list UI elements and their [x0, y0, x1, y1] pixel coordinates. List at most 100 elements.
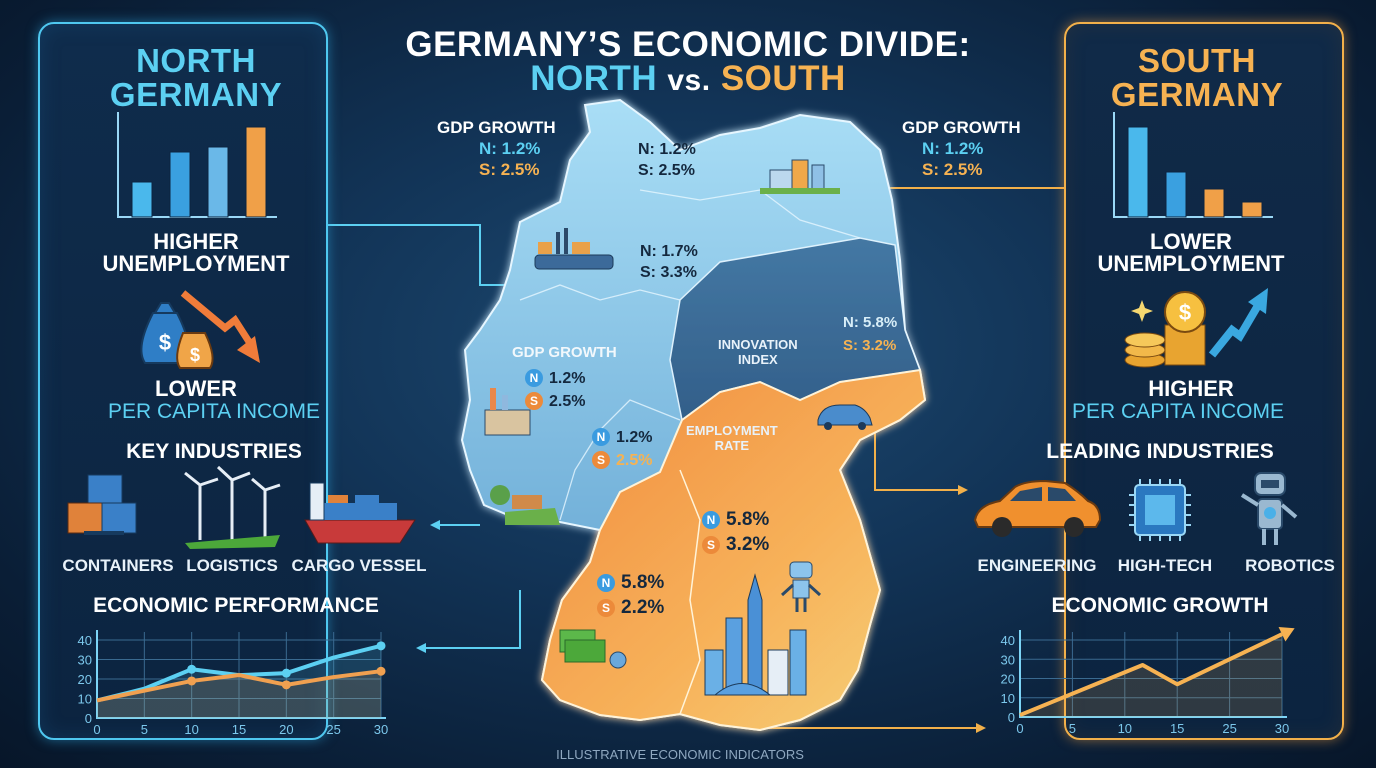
south-badge: S — [702, 536, 720, 554]
y-tick-label: 0 — [85, 711, 92, 726]
map-north-mid-values: N: 1.7% S: 3.3% — [640, 241, 698, 283]
subtitle-south: SOUTH — [720, 59, 846, 98]
north-chart-title: ECONOMIC PERFORMANCE — [93, 594, 379, 617]
west-mid-n: 1.2% — [616, 429, 653, 446]
map-gdp-west-title: GDP GROWTH — [512, 344, 617, 361]
connector-north-bottom — [420, 590, 521, 649]
map-north-coast-values: N: 1.2% S: 2.5% — [638, 139, 696, 181]
arrow-head — [1278, 627, 1295, 642]
north-income-line2: PER CAPITA INCOME — [108, 400, 320, 423]
south-unemployment-line2: UNEMPLOYMENT — [1097, 251, 1285, 276]
map-west-mid-values: N 1.2% S 2.5% — [592, 426, 652, 472]
north-heading-line2: GERMANY — [109, 76, 283, 113]
y-tick-label: 20 — [1001, 672, 1015, 687]
map-east-values: N: 5.8% S: 3.2% — [843, 311, 897, 357]
north-badge: N — [592, 428, 610, 446]
bar — [1127, 126, 1149, 218]
robot-icon — [1240, 472, 1298, 545]
north-germany-panel — [38, 22, 328, 740]
footer-caption: ILLUSTRATIVE ECONOMIC INDICATORS — [556, 747, 804, 762]
south-heading-line1: SOUTH — [1138, 42, 1256, 79]
x-tick-label: 15 — [1170, 721, 1184, 736]
robot-map-icon — [780, 561, 822, 612]
gdp-right-south: S: 2.5% — [922, 160, 983, 179]
industry-label-robotics: ROBOTICS — [1245, 556, 1335, 575]
cargo-ship-icon — [304, 482, 416, 544]
x-tick-label: 10 — [1118, 721, 1132, 736]
bavaria-s: 3.2% — [726, 534, 770, 555]
bw-s: 2.2% — [621, 597, 665, 618]
subtitle-vs: vs. — [667, 64, 711, 97]
industry-label-cargo-vessel: CARGO VESSEL — [291, 556, 427, 575]
map-bavaria-values: N 5.8% S 3.2% — [702, 507, 769, 557]
north-industries-title: KEY INDUSTRIES — [126, 440, 302, 463]
north-badge: N — [525, 369, 543, 387]
innovation-line1: INNOVATION — [718, 337, 798, 352]
containers-icon — [67, 474, 137, 535]
svg-text:$: $ — [190, 345, 200, 365]
east-s: S: 3.2% — [843, 337, 897, 354]
y-tick-label: 0 — [1008, 710, 1015, 725]
x-tick-label: 0 — [93, 722, 100, 737]
x-tick-label: 25 — [326, 722, 340, 737]
x-tick-label: 30 — [1275, 721, 1289, 736]
gdp-left-north: N: 1.2% — [479, 139, 541, 158]
industry-label-high-tech: HIGH-TECH — [1117, 556, 1213, 575]
gdp-west-n: 1.2% — [549, 370, 586, 387]
car-icon — [973, 479, 1102, 537]
svg-text:$: $ — [1179, 300, 1191, 325]
south-badge: S — [597, 599, 615, 617]
north-bar-chart-icon — [117, 112, 277, 218]
gdp-left-south: S: 2.5% — [479, 160, 540, 179]
industry-label-engineering: ENGINEERING — [977, 556, 1097, 575]
employment-line1: EMPLOYMENT — [686, 423, 778, 438]
north-badge: N — [597, 574, 615, 592]
y-tick-label: 10 — [78, 692, 92, 707]
map-gdp-west-values: N 1.2% S 2.5% — [525, 367, 585, 413]
north-income-line1: LOWER — [155, 376, 237, 401]
axis — [96, 630, 386, 719]
bar — [169, 151, 191, 218]
wind-turbines-icon — [184, 465, 281, 549]
north-unemployment-line2: UNEMPLOYMENT — [102, 251, 290, 276]
car-map-icon — [817, 404, 873, 430]
gdp-right-title: GDP GROWTH — [902, 118, 1021, 137]
map-innovation-index: INNOVATION INDEX — [718, 337, 798, 367]
x-tick-label: 15 — [232, 722, 246, 737]
employment-line2: RATE — [714, 438, 750, 453]
factory-map-icon — [484, 388, 531, 436]
page-subtitle: NORTH vs. SOUTH — [530, 59, 846, 98]
y-tick-label: 10 — [1001, 691, 1015, 706]
x-tick-label: 10 — [184, 722, 198, 737]
bar — [1203, 188, 1225, 218]
coins-rising-icon: $ — [1124, 288, 1268, 368]
y-tick-label: 30 — [78, 653, 92, 668]
y-tick-label: 30 — [1001, 652, 1015, 667]
series-line-south — [96, 669, 382, 703]
data-point — [187, 676, 197, 686]
axis — [1019, 630, 1287, 718]
south-badge: S — [592, 451, 610, 469]
y-tick-label: 40 — [78, 633, 92, 648]
x-tick-label: 25 — [1222, 721, 1236, 736]
x-tick-label: 0 — [1016, 721, 1023, 736]
svg-text:$: $ — [159, 330, 171, 355]
bw-n: 5.8% — [621, 572, 665, 593]
map-gdp-right: GDP GROWTH N: 1.2% S: 2.5% — [902, 117, 1021, 180]
bar — [1241, 201, 1263, 218]
south-income-line1: HIGHER — [1148, 376, 1234, 401]
bar — [207, 146, 229, 218]
north-mid-s: S: 3.3% — [640, 264, 697, 281]
data-point — [187, 664, 197, 674]
germany-map-south — [540, 368, 927, 732]
south-bar-chart-icon — [1113, 112, 1273, 218]
y-tick-label: 20 — [78, 672, 92, 687]
north-mid-n: N: 1.7% — [640, 243, 698, 260]
innovation-line2: INDEX — [737, 352, 778, 367]
gdp-right-north: N: 1.2% — [922, 139, 984, 158]
skyline-map-icon — [704, 573, 807, 696]
data-point — [376, 666, 386, 676]
data-point — [281, 680, 291, 690]
